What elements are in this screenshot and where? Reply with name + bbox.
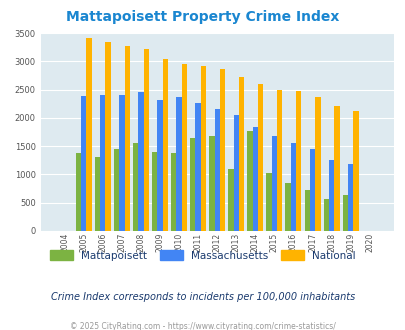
Bar [314,97,320,231]
Bar [239,77,244,231]
Bar [124,46,130,231]
Bar [209,136,214,231]
Bar [295,91,301,231]
Bar [309,149,314,231]
Legend: Mattapoisett, Massachusetts, National: Mattapoisett, Massachusetts, National [47,247,358,264]
Bar [100,95,105,231]
Bar [276,90,282,231]
Text: Mattapoisett Property Crime Index: Mattapoisett Property Crime Index [66,10,339,24]
Bar [195,103,200,231]
Bar [328,160,333,231]
Bar [333,106,339,231]
Bar [151,152,157,231]
Bar [94,157,100,231]
Bar [347,164,352,231]
Bar [200,66,206,231]
Bar [214,109,220,231]
Bar [233,115,239,231]
Text: © 2025 CityRating.com - https://www.cityrating.com/crime-statistics/: © 2025 CityRating.com - https://www.city… [70,322,335,330]
Bar [143,50,149,231]
Bar [181,64,187,231]
Bar [86,38,92,231]
Bar [304,190,309,231]
Bar [220,69,225,231]
Bar [258,84,263,231]
Bar [113,149,119,231]
Bar [266,173,271,231]
Bar [171,153,176,231]
Bar [271,136,276,231]
Bar [323,199,328,231]
Text: Crime Index corresponds to incidents per 100,000 inhabitants: Crime Index corresponds to incidents per… [51,292,354,302]
Bar [138,92,143,231]
Bar [157,100,162,231]
Bar [105,42,111,231]
Bar [342,195,347,231]
Bar [190,138,195,231]
Bar [290,143,295,231]
Bar [76,153,81,231]
Bar [132,143,138,231]
Bar [252,127,258,231]
Bar [176,97,181,231]
Bar [81,96,86,231]
Bar [119,95,124,231]
Bar [285,183,290,231]
Bar [352,111,358,231]
Bar [247,131,252,231]
Bar [162,59,168,231]
Bar [228,169,233,231]
